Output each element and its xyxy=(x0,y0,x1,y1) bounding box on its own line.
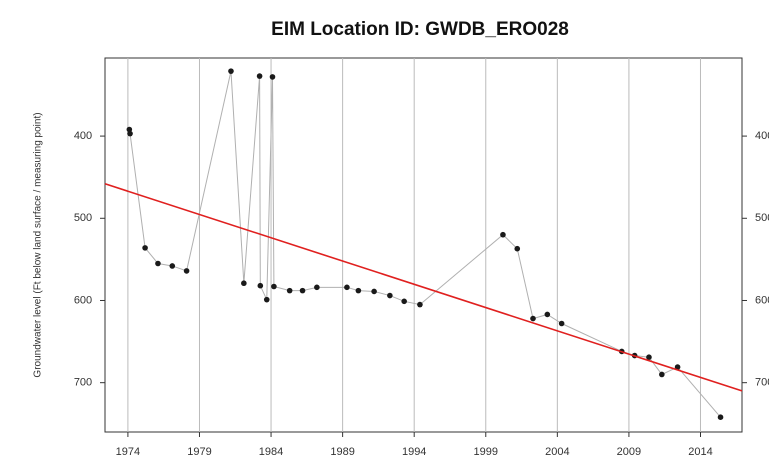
data-point xyxy=(514,245,521,252)
x-tick-label: 1974 xyxy=(116,446,140,458)
data-point xyxy=(558,320,565,327)
data-point xyxy=(169,263,176,269)
data-point xyxy=(401,298,407,305)
data-point xyxy=(269,74,276,80)
data-point xyxy=(241,280,247,287)
y-tick-label: 500 xyxy=(74,212,92,224)
data-point xyxy=(263,296,270,303)
series-line xyxy=(128,71,721,418)
x-tick-label: 2004 xyxy=(545,446,569,458)
data-point xyxy=(256,73,263,79)
data-point xyxy=(344,284,350,291)
data-point xyxy=(183,268,190,274)
y2-tick-label: 400 xyxy=(755,130,769,142)
x-tick-label: 1989 xyxy=(330,446,354,458)
data-point xyxy=(155,260,161,267)
x-tick-label: 2009 xyxy=(617,446,641,458)
data-point xyxy=(299,287,306,294)
y-tick-label: 400 xyxy=(74,130,92,142)
x-tick-label: 1979 xyxy=(187,446,211,458)
data-point xyxy=(659,371,665,378)
y-axis-label: Groundwater level (Ft below land surface… xyxy=(33,112,44,377)
series-line xyxy=(104,183,743,392)
data-point xyxy=(387,292,393,299)
x-tick-label: 1994 xyxy=(402,446,426,458)
data-point xyxy=(271,283,277,290)
x-tick-label: 2014 xyxy=(688,446,712,458)
data-point xyxy=(544,311,551,318)
data-point xyxy=(717,414,724,421)
y2-tick-label: 500 xyxy=(755,212,769,224)
data-point xyxy=(228,68,234,74)
y2-tick-label: 600 xyxy=(755,294,769,306)
x-tick-label: 1999 xyxy=(474,446,498,458)
data-point xyxy=(257,282,264,289)
data-point xyxy=(142,245,148,251)
y-tick-label: 700 xyxy=(74,377,92,389)
plot-frame xyxy=(104,57,743,433)
y2-tick-label: 700 xyxy=(755,377,769,389)
chart-title: EIM Location ID: GWDB_ERO028 xyxy=(271,19,569,40)
data-point xyxy=(674,364,681,370)
y-tick-label: 600 xyxy=(74,294,92,306)
data-point xyxy=(127,130,133,137)
data-point xyxy=(500,231,506,238)
x-tick-label: 1984 xyxy=(259,446,283,458)
data-point xyxy=(417,301,423,308)
data-point xyxy=(314,284,320,291)
data-point xyxy=(355,287,362,294)
data-point xyxy=(530,315,536,322)
data-point xyxy=(286,287,293,294)
data-point xyxy=(646,354,652,361)
data-point xyxy=(371,288,377,295)
